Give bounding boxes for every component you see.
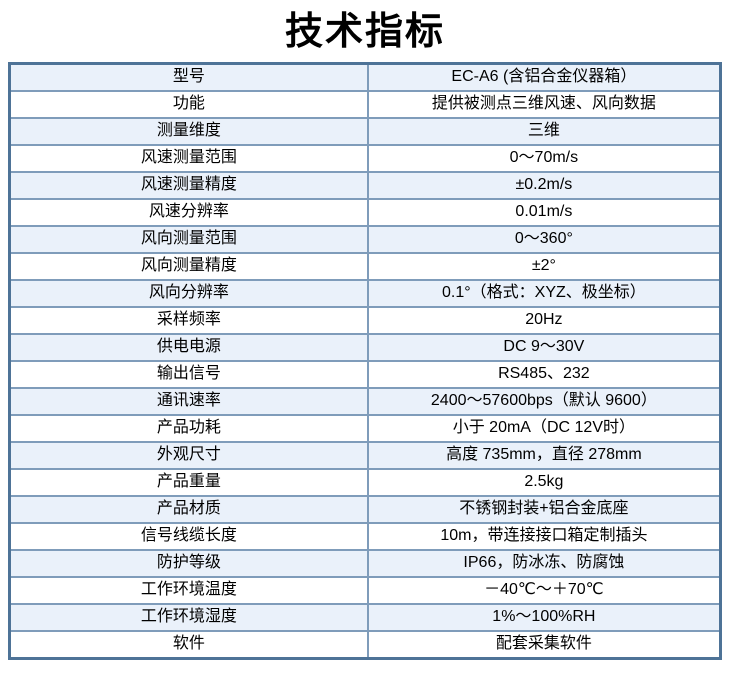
spec-label-cell: 软件 — [8, 629, 369, 660]
spec-label-cell: 产品重量 — [8, 467, 369, 497]
table-row: 输出信号 RS485、232 — [8, 359, 722, 389]
table-row: 工作环境温度 －40℃～＋70℃ — [8, 575, 722, 605]
spec-label-cell: 工作环境湿度 — [8, 602, 369, 632]
table-row: 信号线缆长度 10m，带连接接口箱定制插头 — [8, 521, 722, 551]
spec-value-cell: DC 9～30V — [366, 332, 722, 362]
spec-label-cell: 信号线缆长度 — [8, 521, 369, 551]
spec-value-cell: 0.01m/s — [366, 197, 722, 227]
table-row: 测量维度 三维 — [8, 116, 722, 146]
spec-label-cell: 风向测量精度 — [8, 251, 369, 281]
table-row: 风向测量精度 ±2° — [8, 251, 722, 281]
spec-value-cell: 0～70m/s — [366, 143, 722, 173]
spec-label-cell: 测量维度 — [8, 116, 369, 146]
table-row: 风速测量范围 0～70m/s — [8, 143, 722, 173]
table-row: 产品材质 不锈钢封装+铝合金底座 — [8, 494, 722, 524]
table-row: 风向测量范围 0～360° — [8, 224, 722, 254]
spec-value-cell: RS485、232 — [366, 359, 722, 389]
table-row: 防护等级 IP66，防冰冻、防腐蚀 — [8, 548, 722, 578]
spec-label-cell: 输出信号 — [8, 359, 369, 389]
spec-value-cell: IP66，防冰冻、防腐蚀 — [366, 548, 722, 578]
spec-table-body: 型号 EC-A6 (含铝合金仪器箱） 功能 提供被测点三维风速、风向数据 测量维度 三维风… — [8, 62, 722, 660]
table-row: 风速测量精度 ±0.2m/s — [8, 170, 722, 200]
table-row: 产品重量 2.5kg — [8, 467, 722, 497]
spec-label-cell: 通讯速率 — [8, 386, 369, 416]
spec-value-cell: EC-A6 (含铝合金仪器箱） — [366, 62, 722, 92]
spec-label-cell: 工作环境温度 — [8, 575, 369, 605]
spec-value-cell: －40℃～＋70℃ — [366, 575, 722, 605]
spec-value-cell: 高度 735mm，直径 278mm — [366, 440, 722, 470]
table-row: 型号 EC-A6 (含铝合金仪器箱） — [8, 62, 722, 92]
spec-value-cell: 0.1°（格式：XYZ、极坐标） — [366, 278, 722, 308]
spec-value-cell: 提供被测点三维风速、风向数据 — [366, 89, 722, 119]
spec-value-cell: 0～360° — [366, 224, 722, 254]
table-row: 风向分辨率 0.1°（格式：XYZ、极坐标） — [8, 278, 722, 308]
spec-value-cell: 小于 20mA（DC 12V时） — [366, 413, 722, 443]
table-row: 供电电源 DC 9～30V — [8, 332, 722, 362]
spec-label-cell: 功能 — [8, 89, 369, 119]
table-row: 产品功耗 小于 20mA（DC 12V时） — [8, 413, 722, 443]
table-row: 工作环境湿度 1%～100%RH — [8, 602, 722, 632]
page-title: 技术指标 — [284, 11, 445, 53]
spec-label-cell: 风向分辨率 — [8, 278, 369, 308]
spec-value-cell: 2.5kg — [366, 467, 722, 497]
spec-label-cell: 风速测量范围 — [8, 143, 369, 173]
spec-label-cell: 风向测量范围 — [8, 224, 369, 254]
spec-label-cell: 外观尺寸 — [8, 440, 369, 470]
spec-label-cell: 防护等级 — [8, 548, 369, 578]
spec-label-cell: 风速测量精度 — [8, 170, 369, 200]
spec-label-cell: 供电电源 — [8, 332, 369, 362]
spec-value-cell: 1%～100%RH — [366, 602, 722, 632]
spec-value-cell: 配套采集软件 — [366, 629, 722, 660]
table-row: 功能 提供被测点三维风速、风向数据 — [8, 89, 722, 119]
spec-label-cell: 产品功耗 — [8, 413, 369, 443]
table-row: 通讯速率 2400～57600bps（默认 9600） — [8, 386, 722, 416]
spec-label-cell: 型号 — [8, 62, 369, 92]
spec-value-cell: 不锈钢封装+铝合金底座 — [366, 494, 722, 524]
table-row: 外观尺寸 高度 735mm，直径 278mm — [8, 440, 722, 470]
table-row: 风速分辨率 0.01m/s — [8, 197, 722, 227]
spec-value-cell: ±0.2m/s — [366, 170, 722, 200]
spec-value-cell: 20Hz — [366, 305, 722, 335]
spec-value-cell: 2400～57600bps（默认 9600） — [366, 386, 722, 416]
table-row: 软件 配套采集软件 — [8, 629, 722, 660]
spec-table: 型号 EC-A6 (含铝合金仪器箱） 功能 提供被测点三维风速、风向数据 测量维度 三维风… — [8, 61, 722, 660]
spec-label-cell: 产品材质 — [8, 494, 369, 524]
spec-value-cell: 10m，带连接接口箱定制插头 — [366, 521, 722, 551]
spec-value-cell: 三维 — [366, 116, 722, 146]
spec-label-cell: 采样频率 — [8, 305, 369, 335]
spec-value-cell: ±2° — [366, 251, 722, 281]
spec-label-cell: 风速分辨率 — [8, 197, 369, 227]
table-row: 采样频率 20Hz — [8, 305, 722, 335]
